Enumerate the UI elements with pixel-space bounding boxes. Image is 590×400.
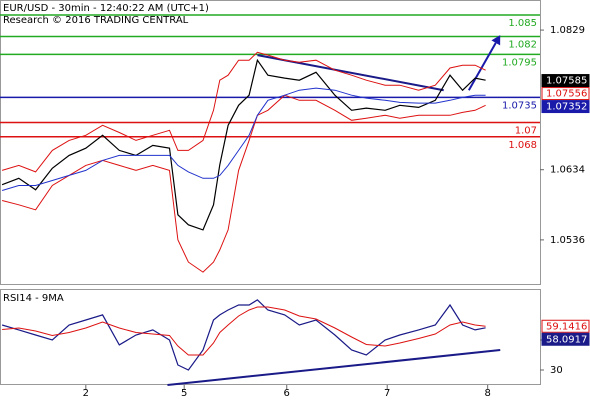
series-line (1, 58, 486, 231)
price-tag-label: 58.0917 (546, 334, 587, 345)
series-line (1, 94, 486, 273)
series-line (1, 299, 486, 371)
price-tag (541, 87, 590, 101)
price-tag-label: 1.07556 (546, 89, 587, 100)
level-label-bg (504, 124, 539, 136)
arrow-head (491, 35, 501, 46)
level-label-bg (504, 99, 539, 111)
series-line (1, 87, 486, 191)
trendline (167, 349, 501, 386)
y-tick-label: 30 (550, 365, 563, 376)
level-label: 1.0735 (502, 100, 537, 111)
series-line (1, 51, 486, 173)
series-line (2, 306, 486, 356)
price-tag-label: 1.07585 (546, 76, 587, 87)
price-tag (541, 74, 590, 88)
level-label: 1.082 (508, 40, 537, 51)
level-label: 1.07 (515, 125, 537, 136)
x-tick-label: 6 (284, 388, 290, 399)
y-tick-label: 1.0829 (550, 25, 585, 36)
price-tag (541, 319, 590, 333)
x-tick-label: 8 (484, 388, 490, 399)
price-panel (0, 0, 541, 285)
chart-subtitle: Research © 2016 TRADING CENTRAL (3, 15, 189, 26)
rsi-title: RSI14 - 9MA (3, 293, 64, 304)
y-tick-label: 1.0634 (550, 165, 585, 176)
level-label: 1.068 (508, 140, 537, 151)
price-tag-label: 1.07352 (546, 102, 587, 113)
level-label: 1.0795 (502, 57, 537, 68)
price-tag (541, 100, 590, 114)
price-tag-label: 59.1416 (546, 321, 587, 332)
level-label-bg (504, 17, 539, 29)
x-tick-label: 2 (83, 388, 89, 399)
x-tick-label: 7 (384, 388, 390, 399)
forecast-arrow (467, 42, 497, 91)
rsi-panel (0, 289, 541, 385)
level-label-bg (504, 56, 539, 68)
x-tick-label: 5 (181, 388, 187, 399)
price-tag (541, 332, 590, 346)
level-label: 1.085 (508, 18, 537, 29)
y-tick-label: 1.0536 (550, 235, 585, 246)
level-label-bg (504, 38, 539, 50)
level-label-bg (504, 138, 539, 150)
chart-title: EUR/USD - 30min - 12:40:22 AM (UTC+1) (3, 3, 209, 14)
